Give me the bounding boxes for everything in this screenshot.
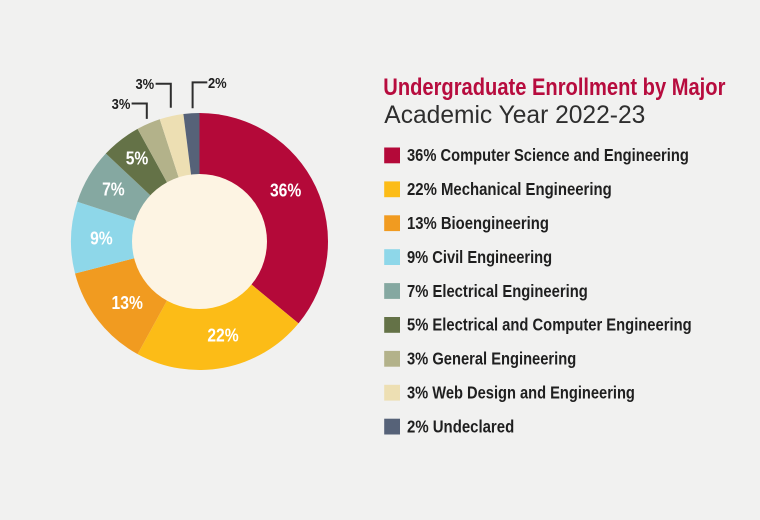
svg-text:3%: 3% xyxy=(135,76,154,93)
svg-text:7% Electrical Engineering: 7% Electrical Engineering xyxy=(407,281,588,301)
svg-text:22%: 22% xyxy=(207,325,239,346)
svg-text:7%: 7% xyxy=(102,179,125,200)
svg-text:36% Computer Science and Engin: 36% Computer Science and Engineering xyxy=(407,145,689,165)
svg-text:5%: 5% xyxy=(126,148,149,169)
svg-text:36%: 36% xyxy=(270,180,302,201)
svg-text:2%: 2% xyxy=(208,75,227,92)
svg-text:9% Civil Engineering: 9% Civil Engineering xyxy=(407,247,552,267)
svg-text:3% Web Design and Engineering: 3% Web Design and Engineering xyxy=(407,383,635,403)
svg-text:9%: 9% xyxy=(90,228,113,249)
svg-text:3%: 3% xyxy=(112,96,131,113)
svg-text:2% Undeclared: 2% Undeclared xyxy=(407,416,514,436)
svg-text:Undergraduate Enrollment by Ma: Undergraduate Enrollment by Major xyxy=(383,74,726,101)
svg-text:13% Bioengineering: 13% Bioengineering xyxy=(407,213,549,233)
svg-text:13%: 13% xyxy=(112,292,144,313)
svg-text:5% Electrical and Computer Eng: 5% Electrical and Computer Engineering xyxy=(407,315,692,335)
svg-text:Academic Year 2022-23: Academic Year 2022-23 xyxy=(384,102,645,129)
svg-text:22% Mechanical Engineering: 22% Mechanical Engineering xyxy=(407,179,612,199)
svg-text:3% General Engineering: 3% General Engineering xyxy=(407,349,576,369)
